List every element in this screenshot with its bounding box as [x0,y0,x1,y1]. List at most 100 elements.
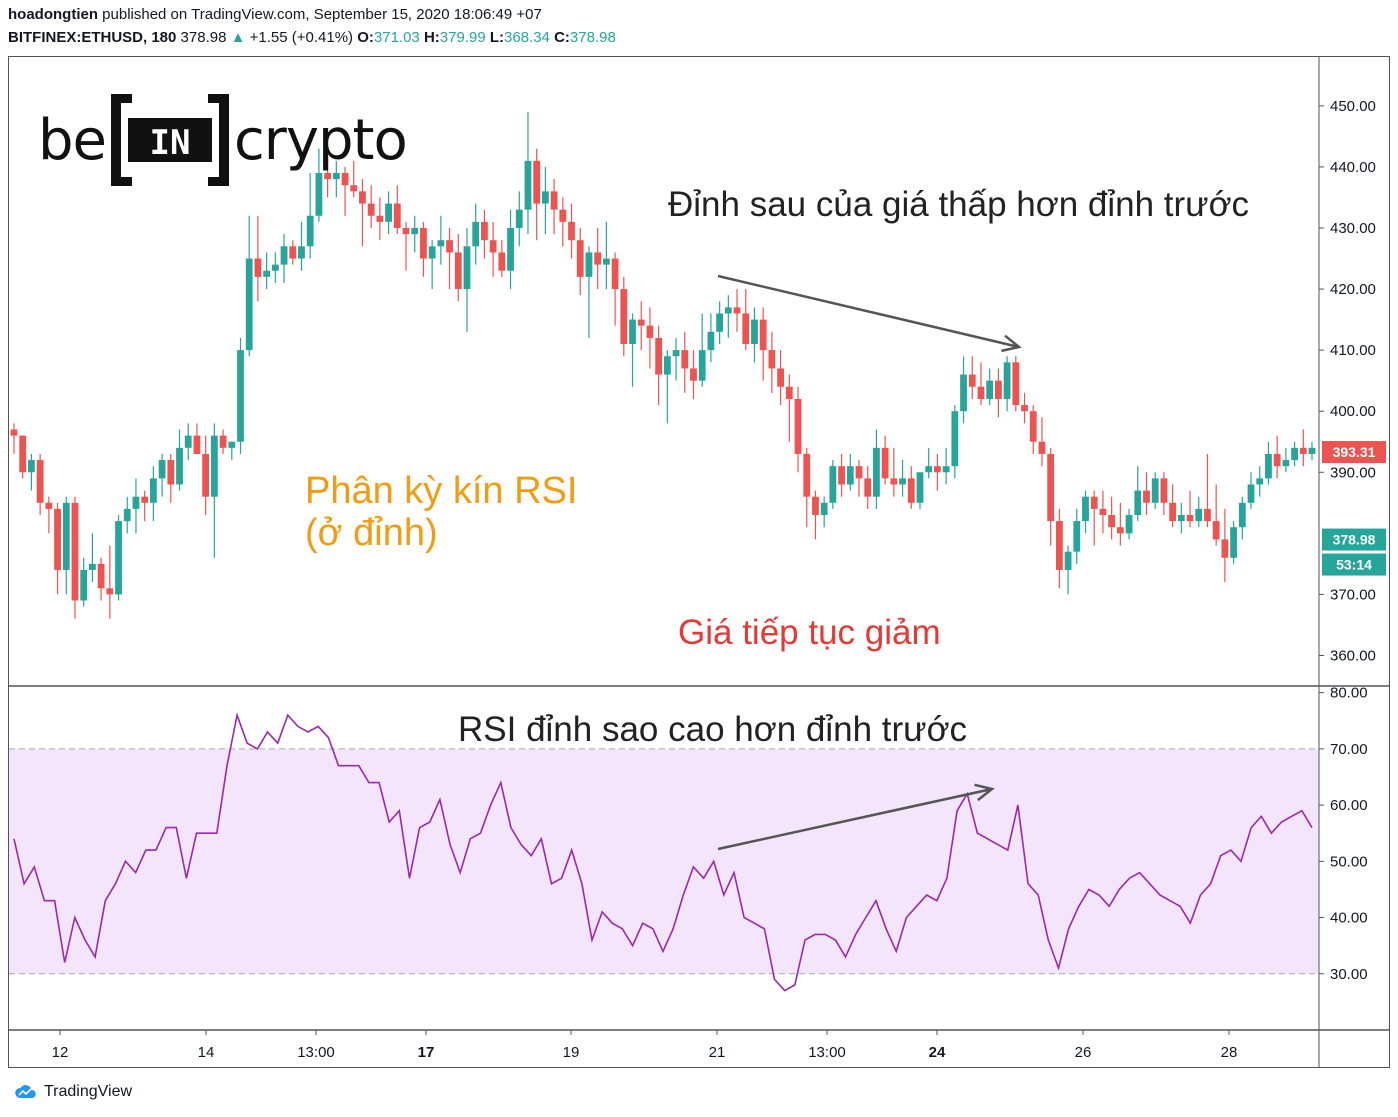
time-tick-label: 13:00 [297,1044,335,1061]
candle [829,460,837,509]
rsi-peak-arrow [717,783,995,851]
candle [1273,435,1281,479]
candle [1186,490,1194,528]
candle [367,185,375,228]
price-tick-label: 410.00 [1330,342,1376,359]
candle-body [899,478,906,485]
candle-body [45,502,53,509]
candle [71,496,79,619]
divergence-subtitle: (ở đỉnh) [305,512,438,554]
candle-body [820,502,828,516]
time-tick-label: 17 [418,1044,435,1061]
candle-body [176,447,183,485]
candle [637,301,645,351]
time-tick-label: 26 [1075,1044,1092,1061]
candle-body [271,264,279,271]
candle [881,435,889,485]
candle [115,515,122,601]
candle-body [28,460,35,473]
candle-body [611,258,619,290]
candle [1099,490,1107,534]
candle-body [1134,490,1142,516]
candle [960,356,967,424]
candle-body [751,319,758,345]
candle-body [350,185,358,192]
open-label: O: [357,29,374,46]
candle [1134,466,1142,522]
candle-body [202,453,210,497]
candle-body [768,350,776,369]
candle [97,557,105,601]
candle-body [864,478,872,497]
candle [820,496,828,528]
candle [672,337,680,381]
candle-body [1073,521,1081,552]
change-arrow-icon: ▲ [230,29,246,46]
price-tick-label: 430.00 [1330,220,1376,237]
candle-body [1265,453,1272,479]
price-tick-label: 390.00 [1330,464,1376,481]
time-tick-label: 12 [52,1044,69,1061]
candle-body [1238,502,1246,528]
price-tick-label: 420.00 [1330,281,1376,298]
candle [106,545,114,619]
candle-body [228,441,236,448]
candle [899,460,906,497]
red-price-badge-bg [1322,441,1386,464]
candle-body [1160,478,1168,503]
candle-body [1029,411,1037,442]
candle-body [759,319,767,351]
candle [515,191,523,247]
time-tick-label: 21 [709,1044,726,1061]
rsi-peak-arrow-head [974,783,995,802]
candle [1029,405,1037,454]
candle [785,374,793,442]
candle-body [994,380,1002,399]
candle [768,331,776,393]
candle-body [594,252,602,265]
candle [411,215,419,253]
tradingview-footer[interactable]: TradingView [14,1083,132,1101]
divergence-annotation: Phân kỳ kín RSI (ở đỉnh) [305,470,577,554]
candle-body [1169,502,1177,522]
candle-body [1177,515,1185,522]
candle-body [80,569,88,601]
candle [864,466,872,509]
tradingview-cloud-icon [15,1085,36,1098]
candle-body [437,240,445,247]
rsi-peak-annotation: RSI đỉnh sao cao hơn đỉnh trước [458,710,968,749]
candle-body [515,209,523,228]
candle [158,453,166,497]
candle [559,197,567,247]
candle-body [934,466,941,473]
candle-body [707,331,715,351]
chart-frame[interactable] [8,56,1390,1068]
candle [489,221,497,277]
candle [454,234,462,302]
close-value: 378.98 [569,29,616,46]
candle [62,496,70,595]
candle [951,405,959,479]
candle [1116,502,1124,546]
candle-body [1299,447,1307,454]
candle-body [411,227,419,235]
candle-body [245,258,253,351]
price-peak-arrow [717,274,1022,353]
red-price-badge-text: 393.31 [1333,444,1376,460]
candle [986,368,994,406]
candle-body [1256,478,1264,485]
candle [533,148,541,241]
price-tick-label: 400.00 [1330,403,1376,420]
candle [733,289,741,332]
candle [846,453,854,491]
candle-body [585,252,593,277]
author-name[interactable]: hoadongtien [8,6,98,23]
logo-bracket-icon: IN [110,93,230,187]
candle-body [341,173,349,186]
high-label: H: [423,29,440,46]
price-peak-arrow-shaft [717,274,1020,349]
candle [524,111,532,235]
candle [315,148,323,222]
candle-body [132,496,140,509]
